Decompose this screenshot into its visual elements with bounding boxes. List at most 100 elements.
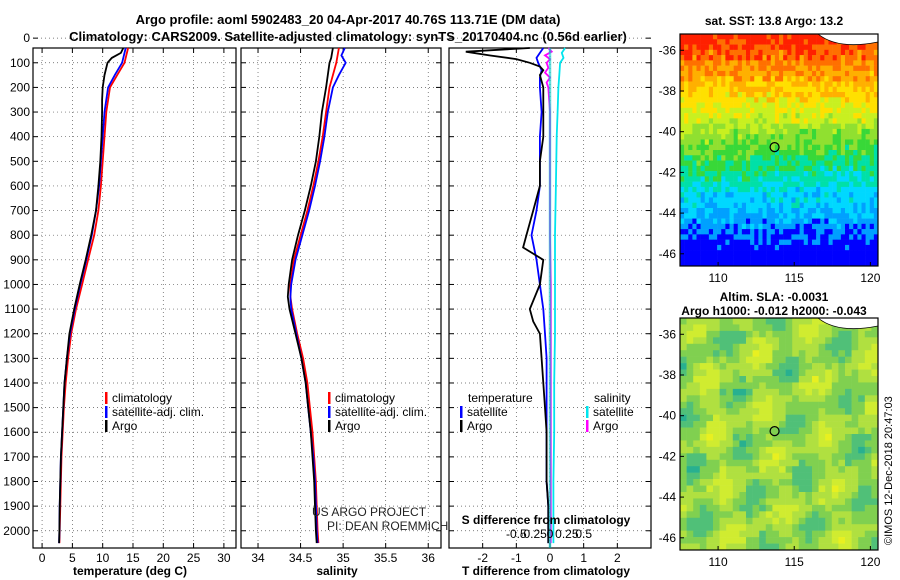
map-cell xyxy=(865,244,871,251)
map-cell xyxy=(836,128,842,135)
map-cell xyxy=(684,70,689,77)
map-cell xyxy=(752,453,760,461)
map-cell xyxy=(741,55,747,61)
map-cell xyxy=(799,92,805,98)
map-cell xyxy=(803,102,809,109)
map-cell xyxy=(704,70,710,77)
map-cell xyxy=(758,123,763,130)
map-cell xyxy=(699,537,707,544)
map-cell xyxy=(798,388,806,396)
map-cell xyxy=(692,139,697,146)
map-cell xyxy=(762,197,767,204)
map-cell xyxy=(708,218,714,225)
map-cell xyxy=(869,128,875,135)
map-cell xyxy=(729,113,734,119)
x-tick-label: 0 xyxy=(547,551,554,565)
map-cell xyxy=(688,139,693,146)
map-cell xyxy=(686,395,694,403)
map-cell xyxy=(787,92,792,98)
s-difference-label: S difference from climatology xyxy=(462,513,631,527)
map-cell xyxy=(824,39,829,45)
difference-xlabel: T difference from climatology xyxy=(462,564,630,578)
map-cell xyxy=(741,44,747,51)
map-cell xyxy=(739,453,747,461)
map-cell xyxy=(717,70,722,77)
map-cell xyxy=(721,113,726,119)
map-cell xyxy=(713,118,718,124)
map-cell xyxy=(849,70,854,77)
map-cell xyxy=(754,144,759,151)
map-cell xyxy=(851,530,859,538)
map-cell xyxy=(759,382,767,390)
map-cell xyxy=(820,65,825,72)
map-cell xyxy=(713,459,720,467)
map-cell xyxy=(787,150,792,156)
map-cell xyxy=(791,165,796,172)
map-cell xyxy=(708,213,714,219)
map-cell xyxy=(825,479,833,486)
map-cell xyxy=(820,97,825,103)
map-cell xyxy=(812,97,817,103)
map-cell xyxy=(766,60,772,66)
map-cell xyxy=(845,97,850,103)
map-cell xyxy=(746,97,751,103)
map-cell xyxy=(741,213,747,219)
map-cell xyxy=(803,55,809,61)
map-cell xyxy=(737,223,743,230)
map-cell xyxy=(680,239,685,246)
map-cell xyxy=(699,434,707,441)
map-cell xyxy=(857,192,862,198)
map-cell xyxy=(700,70,706,77)
map-cell xyxy=(746,234,751,240)
map-cell xyxy=(818,524,826,531)
map-cell xyxy=(704,239,710,246)
map-cell xyxy=(853,139,858,146)
map-cell xyxy=(688,202,693,209)
map-cell xyxy=(686,350,694,357)
map-cell xyxy=(798,543,806,551)
map-cell xyxy=(791,234,796,240)
map-cell xyxy=(766,165,772,172)
map-cell xyxy=(696,255,701,262)
map-cell xyxy=(816,118,821,124)
map-cell xyxy=(692,171,697,177)
map-cell xyxy=(807,244,813,251)
map-cell xyxy=(746,434,753,441)
map-cell xyxy=(688,218,693,225)
map-cell xyxy=(816,34,821,40)
map-cell xyxy=(812,234,817,240)
map-cell xyxy=(791,255,796,262)
map-cell xyxy=(849,86,854,93)
map-cell xyxy=(680,155,685,161)
map-cell xyxy=(825,330,833,338)
map-cell xyxy=(840,128,846,135)
map-cell xyxy=(869,65,875,72)
map-cell xyxy=(873,244,879,251)
map-cell xyxy=(869,97,875,103)
map-cell xyxy=(825,511,833,519)
map-cell xyxy=(692,208,697,214)
map-cell xyxy=(812,408,819,415)
map-cell xyxy=(851,543,859,551)
map-cell xyxy=(858,479,866,486)
map-cell xyxy=(693,479,701,486)
map-cell xyxy=(787,128,792,135)
map-cell xyxy=(759,376,767,383)
map-cell xyxy=(719,453,727,461)
map-cell xyxy=(825,350,833,357)
map-cell xyxy=(741,229,747,235)
map-cell xyxy=(861,60,866,66)
map-cell xyxy=(861,65,866,72)
map-cell xyxy=(858,388,866,396)
map-cell xyxy=(792,524,800,531)
map-cell xyxy=(693,504,701,512)
map-cell xyxy=(746,427,753,435)
map-cell xyxy=(772,459,780,467)
map-cell xyxy=(692,70,697,77)
map-cell xyxy=(791,81,796,88)
map-cell xyxy=(700,165,706,172)
map-cell xyxy=(792,376,800,383)
map-cell xyxy=(706,511,714,519)
map-cell xyxy=(858,395,866,403)
map-cell xyxy=(869,70,875,77)
